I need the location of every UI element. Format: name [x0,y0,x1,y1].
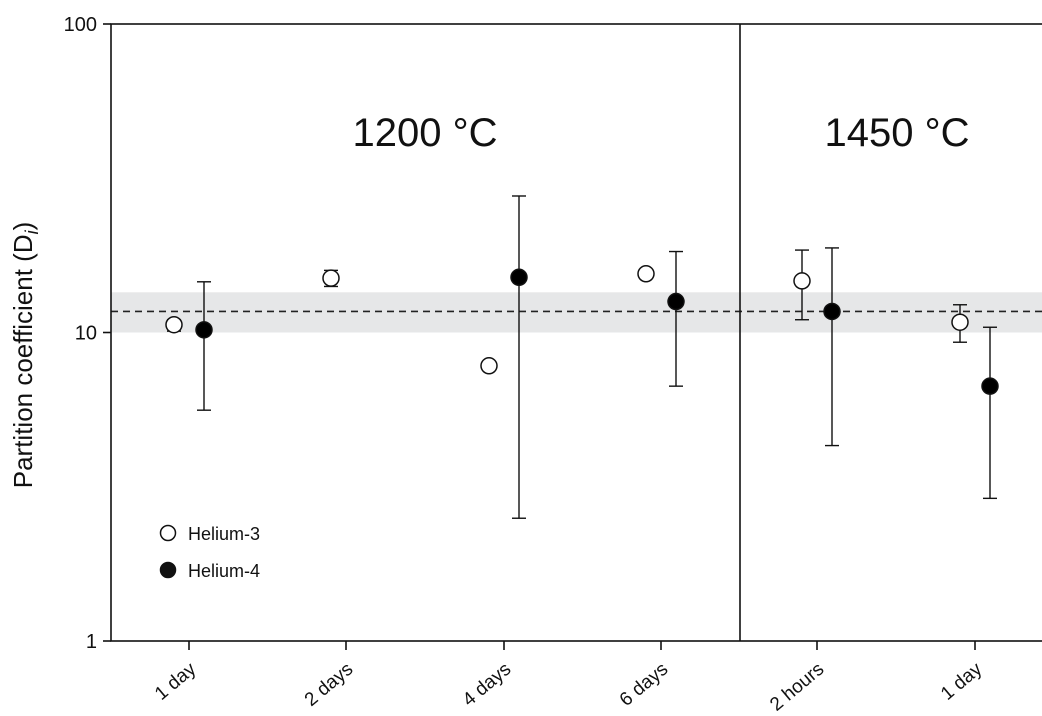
x-axis-ticks: 1 day 2 days 4 days 6 days 2 hours 1 day [151,641,987,716]
data-point-helium-4 [981,377,999,395]
legend-label-helium-4: Helium-4 [188,561,260,581]
data-point-helium-4 [195,321,213,339]
y-axis-ticks: 1 10 100 [64,14,111,653]
legend-marker-helium-3 [159,524,177,542]
region-label-1200: 1200 °C [353,111,498,155]
x-tick-label: 2 days [301,659,357,711]
legend: Helium-3 Helium-4 [159,524,260,581]
data-point-helium-3 [951,313,969,331]
y-axis-label-main: Partition coefficient (D [8,234,38,488]
legend-marker-helium-4 [159,561,177,579]
data-point-helium-3 [480,357,498,375]
data-point-helium-3 [637,265,655,283]
data-point-helium-3 [793,272,811,290]
x-tick-label: 1 day [151,658,200,704]
data-point-helium-4 [823,302,841,321]
y-axis-label-subscript: i [22,229,42,234]
legend-label-helium-3: Helium-3 [188,524,260,544]
reference-band [111,292,1042,333]
data-point-helium-3 [322,269,340,287]
x-tick-label: 2 hours [766,659,828,711]
x-tick-label: 6 days [616,659,672,711]
y-axis-label: Partition coefficient (Di) [8,222,42,489]
data-point-helium-3 [165,315,183,334]
region-label-1450: 1450 °C [825,111,970,155]
data-point-helium-4 [510,268,528,287]
x-tick-label: 1 day [937,658,986,704]
data-point-helium-4 [667,292,685,311]
data-marks [165,195,999,519]
y-tick-label: 100 [64,14,97,36]
x-tick-label: 4 days [459,659,515,711]
y-tick-label: 1 [86,631,97,653]
y-axis-label-close: ) [8,222,38,231]
y-tick-label: 10 [75,323,97,345]
